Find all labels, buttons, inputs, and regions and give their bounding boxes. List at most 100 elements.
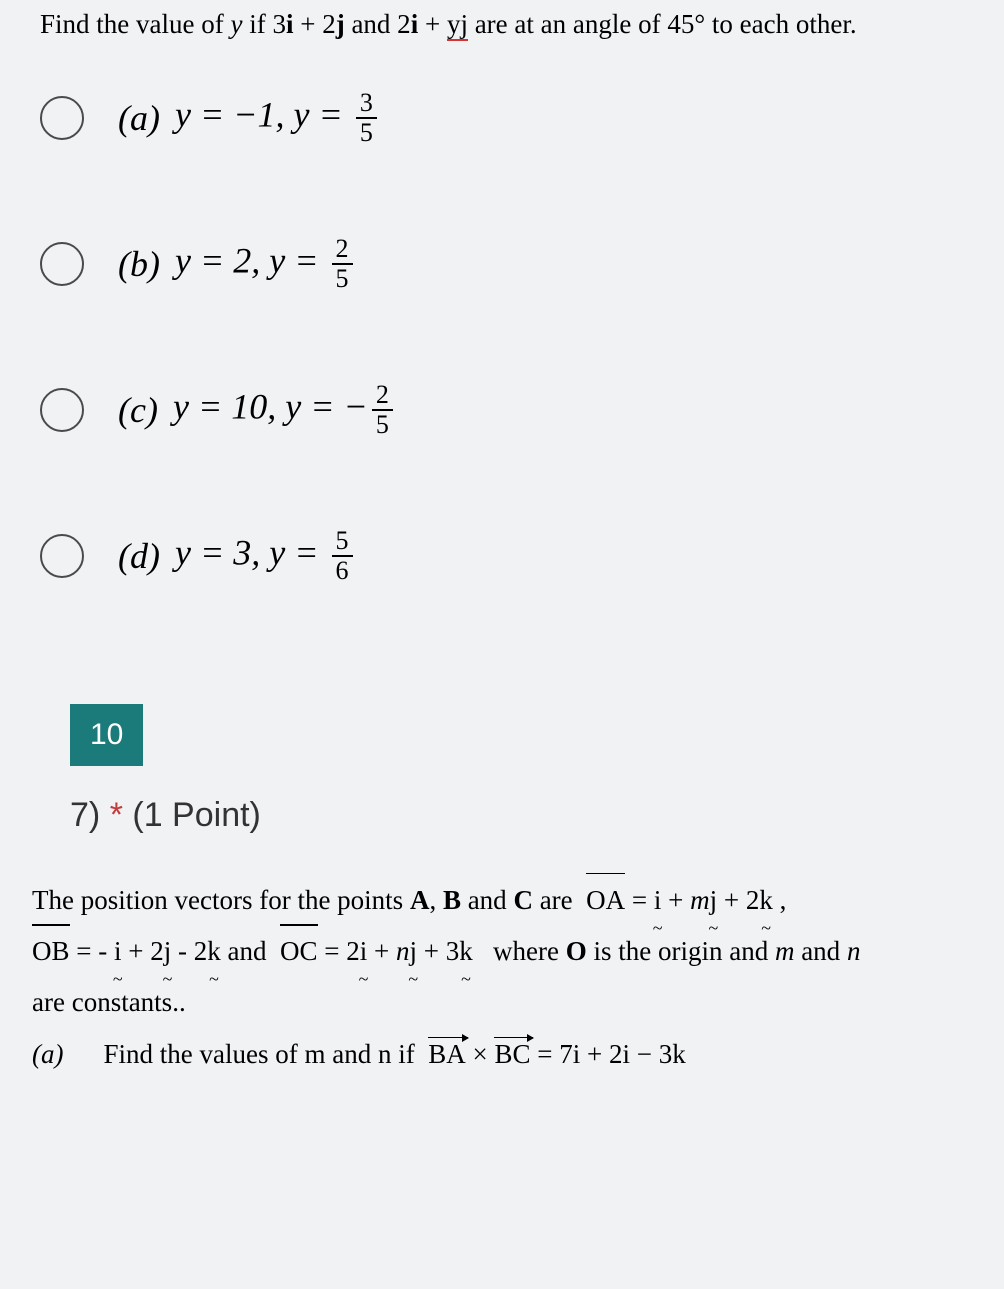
frac-num: 2	[372, 382, 393, 409]
q2-i3: i	[360, 926, 368, 977]
q2-n: n	[396, 936, 410, 966]
q1-plus1: + 2	[293, 9, 335, 39]
radio-circle[interactable]	[40, 242, 84, 286]
q1-var-y: y	[230, 9, 242, 39]
q2-m1: - 2	[171, 936, 207, 966]
q2-O: O	[566, 936, 587, 966]
q1-suffix: are at an angle of 45° to each other.	[468, 9, 857, 39]
q2-eq2: = -	[70, 936, 114, 966]
q2-and1: and	[461, 885, 513, 915]
q2-k2: k	[207, 926, 221, 977]
option-a[interactable]: (a) y = −1, y = 35	[40, 90, 974, 146]
q2-j3: j	[409, 926, 417, 977]
option-a-fraction: 35	[356, 90, 377, 146]
q-header-asterisk: *	[110, 796, 123, 834]
q2-nn: n	[847, 936, 861, 966]
q2-i1: i	[654, 875, 662, 926]
option-b-eq: y = 2, y =	[175, 240, 328, 280]
q2-OC: OC	[280, 926, 318, 977]
frac-num: 3	[356, 90, 377, 117]
q2-OB: OB	[32, 926, 70, 977]
question1-text: Find the value of y if 3i + 2j and 2i + …	[0, 0, 1004, 50]
frac-den: 5	[356, 117, 377, 146]
q2-c1: ,	[429, 885, 443, 915]
q-header-points: (1 Point)	[132, 796, 261, 834]
frac-den: 5	[332, 263, 353, 292]
q2-t1: The position vectors for the points	[32, 885, 410, 915]
q2-t2: is the origin and	[587, 936, 775, 966]
q2-i2: i	[114, 926, 122, 977]
option-d-text: (d) y = 3, y = 56	[118, 528, 357, 584]
radio-circle[interactable]	[40, 96, 84, 140]
q1-prefix: Find the value of	[40, 9, 230, 39]
option-c[interactable]: (c) y = 10, y = −25	[40, 382, 974, 438]
q2-p5: + 3	[417, 936, 459, 966]
q1-mid1: if 3	[242, 9, 286, 39]
q1-j1: j	[336, 9, 345, 39]
question2-body: The position vectors for the points A, B…	[0, 835, 1004, 1039]
q2a-BC: BC	[494, 1039, 530, 1070]
option-c-neg: −	[344, 386, 368, 426]
option-c-label: (c)	[118, 389, 158, 431]
q2-end1: ,	[773, 885, 787, 915]
q2-p2: + 2	[717, 885, 759, 915]
question-number-box: 10	[70, 704, 143, 766]
q2-line2: OB = - i + 2j - 2k and OC = 2i + nj + 3k…	[32, 926, 974, 977]
option-b[interactable]: (b) y = 2, y = 25	[40, 236, 974, 292]
q2a-plus: + 2	[580, 1039, 622, 1069]
option-b-fraction: 25	[332, 236, 353, 292]
q2-OA: OA	[586, 875, 625, 926]
option-b-text: (b) y = 2, y = 25	[118, 236, 357, 292]
radio-circle[interactable]	[40, 388, 84, 432]
option-a-text: (a) y = −1, y = 35	[118, 90, 381, 146]
q2a-cross: ×	[466, 1039, 495, 1069]
option-a-eq: y = −1, y =	[175, 94, 352, 134]
q2-p3: + 2	[122, 936, 164, 966]
q2-t3: and	[794, 936, 846, 966]
radio-circle[interactable]	[40, 534, 84, 578]
q2a-and: and	[325, 1039, 377, 1069]
option-c-fraction: 25	[372, 382, 393, 438]
q2a-BA: BA	[428, 1039, 466, 1070]
q2-mm: m	[775, 936, 795, 966]
options-container: (a) y = −1, y = 35 (b) y = 2, y = 25 (c)…	[0, 50, 1004, 624]
q1-yj: yj	[447, 9, 468, 41]
q2a-if: if	[391, 1039, 421, 1069]
q2-C: C	[513, 885, 533, 915]
option-c-text: (c) y = 10, y = −25	[118, 382, 397, 438]
q2a-j: i	[622, 1039, 630, 1069]
q2-B: B	[443, 885, 461, 915]
q2-line3: are constants..	[32, 977, 974, 1028]
q1-plus2: +	[418, 9, 447, 39]
q2a-prefix: Find the values of	[103, 1039, 304, 1069]
option-d-fraction: 56	[332, 528, 353, 584]
q-header-number: 7)	[70, 796, 100, 834]
option-c-eq: y = 10, y =	[173, 386, 344, 426]
q2-k1: k	[759, 875, 773, 926]
q2-m: m	[690, 885, 710, 915]
q2-and2: and	[221, 936, 273, 966]
q2-are: are	[533, 885, 579, 915]
option-a-label: (a)	[118, 97, 160, 139]
q2a-k: k	[672, 1039, 686, 1069]
frac-den: 5	[372, 409, 393, 438]
q2-part-a: (a) Find the values of m and n if BA × B…	[0, 1039, 1004, 1070]
q2-A: A	[410, 885, 430, 915]
q2-part-a-label: (a)	[32, 1039, 63, 1070]
option-b-label: (b)	[118, 243, 160, 285]
q2-p1: +	[661, 885, 690, 915]
q2-eq3: = 2	[318, 936, 360, 966]
q1-and: and 2	[345, 9, 411, 39]
frac-num: 5	[332, 528, 353, 555]
q2-line1: The position vectors for the points A, B…	[32, 875, 974, 926]
frac-num: 2	[332, 236, 353, 263]
question-header: 7) * (1 Point)	[70, 796, 1004, 835]
q2-eq1: =	[625, 885, 654, 915]
q2-part-a-text: Find the values of m and n if BA × BC = …	[103, 1039, 685, 1070]
q2-k3: k	[459, 926, 473, 977]
option-d[interactable]: (d) y = 3, y = 56	[40, 528, 974, 584]
q2-where: where	[486, 936, 565, 966]
q2-p4: +	[367, 936, 396, 966]
q2a-eq: = 7	[531, 1039, 573, 1069]
option-d-eq: y = 3, y =	[175, 532, 328, 572]
